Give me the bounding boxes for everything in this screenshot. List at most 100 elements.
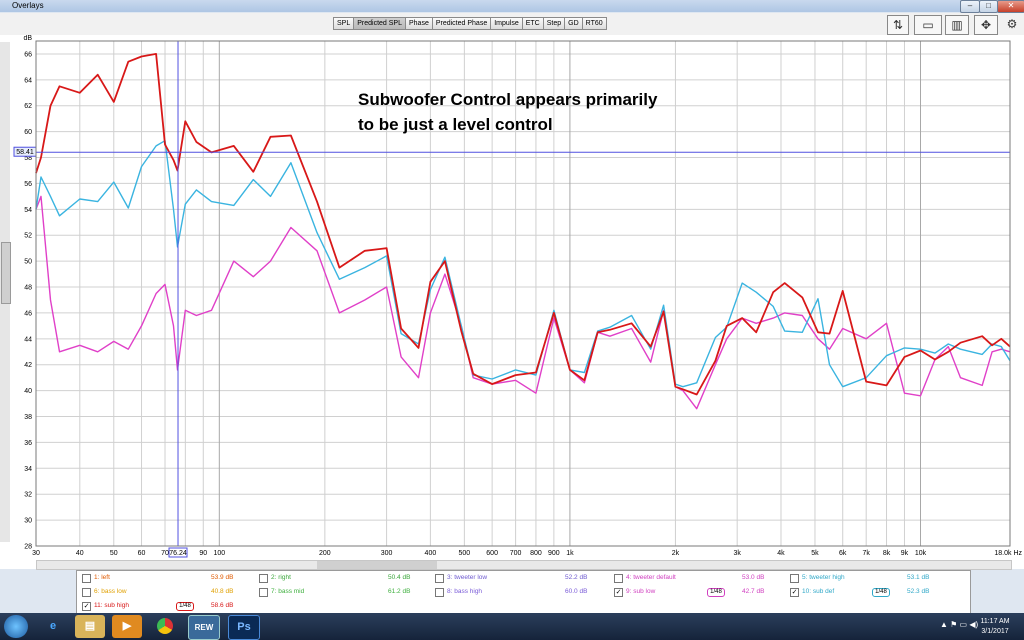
legend-item[interactable]: 4: tweeter default 53.0 dB [614, 572, 790, 584]
legend-checkbox[interactable] [82, 588, 91, 597]
plot-frame [35, 40, 1011, 547]
x-tick-label: 6k [839, 550, 847, 557]
y-cursor-label: 58.41 [16, 149, 34, 156]
settings-gear-icon[interactable]: ⚙ [1006, 17, 1018, 31]
legend-item[interactable]: 7: bass mid 61.2 dB [259, 586, 435, 598]
start-button[interactable] [4, 615, 28, 638]
graph-options-icon[interactable]: ⇅ [887, 15, 909, 35]
clock-time: 11:17 AM [980, 618, 1010, 625]
legend-trace-value: 58.6 dB [211, 602, 234, 609]
smoothing-badge[interactable]: 1/48 [707, 588, 725, 597]
close-button[interactable]: ✕ [997, 0, 1024, 13]
x-tick-label: 2k [672, 550, 680, 557]
y-tick-label: 30 [24, 518, 32, 525]
tab-predicted-phase[interactable]: Predicted Phase [431, 17, 492, 30]
x-tick-label: 1k [566, 550, 574, 557]
legend-item[interactable]: ✓ 11: sub high 1/48 58.6 dB [82, 600, 258, 612]
smoothing-badge[interactable]: 1/48 [872, 588, 890, 597]
legend-item[interactable]: ✓ 9: sub low 1/48 42.7 dB [614, 586, 790, 598]
legend-item[interactable]: 8: bass high 60.0 dB [435, 586, 611, 598]
y-axis-unit: dB [23, 35, 32, 42]
series-line-10-sub-def [35, 140, 1011, 388]
legend-checkbox[interactable] [614, 574, 623, 583]
tab-etc[interactable]: ETC [521, 17, 544, 30]
tab-predicted-spl[interactable]: Predicted SPL [353, 17, 406, 30]
chart-series [35, 53, 1011, 410]
legend-trace-value: 40.8 dB [211, 588, 234, 595]
vertical-scroll-thumb[interactable] [1, 242, 11, 304]
x-tick-label: 40 [76, 550, 84, 557]
plot-panel [0, 35, 1024, 569]
legend-trace-name: 10: sub def [802, 588, 835, 595]
chart-grid [35, 41, 1010, 547]
legend-checkbox[interactable] [790, 574, 799, 583]
frequency-response-chart[interactable]: 2830323436384042444648505254565860626466… [0, 35, 1024, 565]
x-cursor-label: 76.24 [169, 550, 187, 557]
horizontal-scrollbar[interactable] [36, 560, 1012, 570]
media-player-icon[interactable]: ▶ [112, 615, 142, 638]
trace-legend: 1: left 53.9 dB 2: right 50.4 dB 3: tweeter … [76, 570, 971, 615]
legend-trace-value: 52.3 dB [907, 588, 930, 595]
legend-checkbox[interactable]: ✓ [614, 588, 623, 597]
legend-item[interactable]: 5: tweeter high 53.1 dB [790, 572, 966, 584]
y-tick-label: 64 [24, 77, 32, 84]
smoothing-badge[interactable]: 1/48 [176, 602, 194, 611]
y-tick-label: 40 [24, 388, 32, 395]
tab-step[interactable]: Step [542, 17, 566, 30]
y-tick-label: 52 [24, 233, 32, 240]
chrome-icon[interactable] [150, 615, 180, 638]
horizontal-scroll-thumb[interactable] [317, 561, 437, 569]
legend-trace-value: 53.1 dB [907, 574, 930, 581]
legend-item[interactable]: ✓ 10: sub def 1/48 52.3 dB [790, 586, 966, 598]
taskbar-clock[interactable]: 11:17 AM 3/1/2017 [975, 617, 1015, 637]
ie-icon[interactable]: e [49, 620, 57, 632]
y-tick-label: 34 [24, 466, 32, 473]
y-tick-label: 54 [24, 207, 32, 214]
legend-trace-value: 50.4 dB [388, 574, 411, 581]
x-tick-label: 9k [901, 550, 909, 557]
minimize-button[interactable]: – [960, 0, 980, 13]
legend-item[interactable]: 6: bass low 40.8 dB [82, 586, 258, 598]
explorer-icon[interactable]: ▤ [75, 615, 105, 638]
legend-checkbox[interactable]: ✓ [790, 588, 799, 597]
grid-toggle-icon[interactable]: ▥ [945, 15, 969, 35]
rew-taskbar-button[interactable]: REW [188, 615, 220, 640]
annotation-line-2: to be just a level control [358, 115, 553, 134]
tab-rt60[interactable]: RT60 [581, 17, 607, 30]
y-tick-label: 44 [24, 336, 32, 343]
y-tick-label: 28 [24, 544, 32, 551]
tab-spl[interactable]: SPL [333, 17, 355, 30]
x-axis-ticks: 30 40 50 60 70 76.24 90 100 200 300 400 500 600 700 80… [32, 547, 1022, 558]
legend-checkbox[interactable] [259, 588, 268, 597]
legend-trace-name: 9: sub low [626, 588, 656, 595]
tab-phase[interactable]: Phase [404, 17, 433, 30]
legend-checkbox[interactable] [435, 588, 444, 597]
window-title: Overlays [12, 1, 44, 10]
annotation-line-1: Subwoofer Control appears primarily [358, 90, 658, 109]
legend-item[interactable]: 2: right 50.4 dB [259, 572, 435, 584]
zoom-fit-icon[interactable]: ✥ [974, 15, 998, 35]
legend-checkbox[interactable]: ✓ [82, 602, 91, 611]
legend-trace-name: 6: bass low [94, 588, 127, 595]
y-tick-label: 36 [24, 440, 32, 447]
x-tick-label: 60 [138, 550, 146, 557]
x-tick-label: 500 [459, 550, 471, 557]
legend-trace-value: 42.7 dB [742, 588, 765, 595]
maximize-button[interactable]: □ [979, 0, 998, 13]
y-tick-label: 62 [24, 103, 32, 110]
x-tick-label: 8k [883, 550, 891, 557]
legend-checkbox[interactable] [82, 574, 91, 583]
legend-checkbox[interactable] [259, 574, 268, 583]
tab-impulse[interactable]: Impulse [490, 17, 523, 30]
vertical-scrollbar[interactable] [0, 42, 11, 542]
system-tray-icons[interactable]: ▲ ⚑ ▭ ◀) [940, 620, 979, 629]
photoshop-icon[interactable]: Ps [228, 615, 260, 640]
tab-gd[interactable]: GD [564, 17, 583, 30]
legend-trace-name: 3: tweeter low [447, 574, 488, 581]
legend-trace-name: 8: bass high [447, 588, 483, 595]
controls-panel-icon[interactable]: ▭ [914, 15, 942, 35]
legend-item[interactable]: 3: tweeter low 52.2 dB [435, 572, 611, 584]
series-line-9-sub-low [35, 195, 1011, 410]
legend-checkbox[interactable] [435, 574, 444, 583]
legend-item[interactable]: 1: left 53.9 dB [82, 572, 258, 584]
